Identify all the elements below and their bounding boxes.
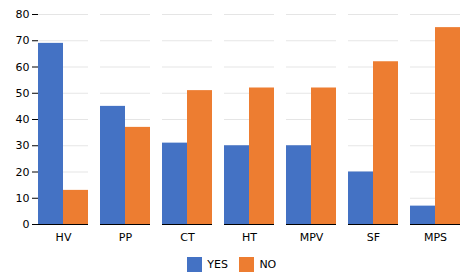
svg-text:HV: HV xyxy=(56,231,72,244)
html-text:YES: YES xyxy=(207,258,228,271)
svg-text:50: 50 xyxy=(16,87,30,100)
svg-text:30: 30 xyxy=(16,139,30,152)
svg-text:70: 70 xyxy=(16,34,30,47)
svg-text:CT: CT xyxy=(180,231,195,244)
svg-text:PP: PP xyxy=(119,231,133,244)
svg-text:20: 20 xyxy=(16,166,30,179)
svg-text:40: 40 xyxy=(16,113,30,126)
svg-text:SF: SF xyxy=(367,231,380,244)
svg-text:0: 0 xyxy=(23,218,30,231)
html-text:NO: NO xyxy=(259,258,277,271)
svg-text:MPS: MPS xyxy=(424,231,447,244)
svg-text:HT: HT xyxy=(242,231,257,244)
svg-text:10: 10 xyxy=(16,192,30,205)
svg-text:80: 80 xyxy=(16,8,30,21)
svg-text:60: 60 xyxy=(16,61,30,74)
svg-text:MPV: MPV xyxy=(300,231,324,244)
